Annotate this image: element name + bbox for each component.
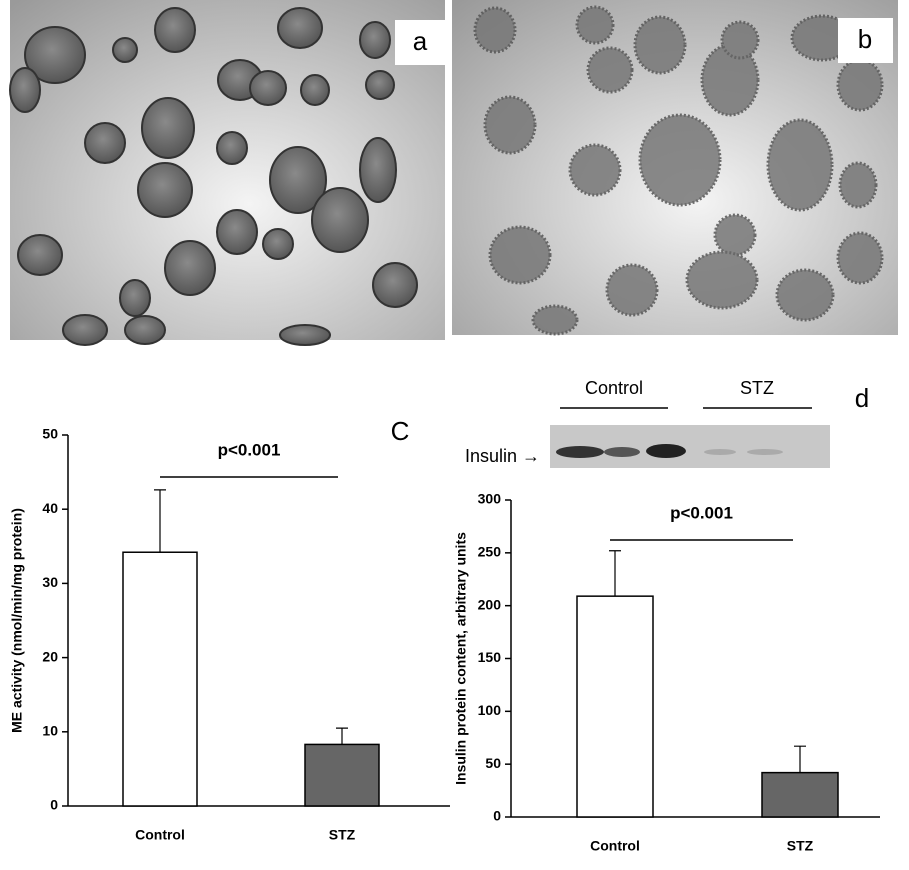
y-tick-label: 100 bbox=[478, 702, 502, 718]
error-bar bbox=[336, 727, 348, 745]
y-tick-label: 200 bbox=[478, 596, 502, 612]
error-bar bbox=[794, 745, 806, 773]
blot-label: Insulin → bbox=[465, 446, 540, 466]
panel-label: d bbox=[855, 383, 869, 413]
panel-label: b bbox=[858, 24, 872, 54]
y-tick-label: 300 bbox=[478, 491, 502, 507]
bar bbox=[761, 771, 839, 818]
bar bbox=[576, 595, 654, 818]
blot-group: Control bbox=[585, 378, 643, 398]
annotation: p<0.001 bbox=[218, 440, 281, 459]
y-tick-label: 10 bbox=[42, 723, 58, 739]
bar bbox=[122, 551, 198, 807]
y-tick-label: 250 bbox=[478, 544, 502, 560]
x-tick-label: STZ bbox=[329, 827, 356, 843]
y-tick-label: 20 bbox=[42, 648, 58, 664]
y-tick-label: 0 bbox=[50, 797, 58, 813]
y-axis-label: Insulin protein content, arbitrary units bbox=[453, 532, 469, 785]
x-tick-label: Control bbox=[135, 827, 185, 843]
error-bar bbox=[609, 550, 621, 597]
micrograph-b: b bbox=[452, 0, 898, 336]
y-tick-label: 0 bbox=[493, 808, 501, 824]
y-tick-label: 30 bbox=[42, 574, 58, 590]
y-tick-label: 40 bbox=[42, 500, 58, 516]
y-axis-label: ME activity (nmol/min/mg protein) bbox=[9, 508, 25, 733]
annotation: p<0.001 bbox=[670, 503, 733, 522]
x-tick-label: Control bbox=[590, 838, 640, 854]
bar bbox=[304, 743, 380, 807]
y-tick-label: 150 bbox=[478, 649, 502, 665]
micrograph-a: a bbox=[9, 0, 445, 346]
blot-group: STZ bbox=[740, 378, 774, 398]
western-blot: Control STZ Insulin → bbox=[465, 378, 830, 468]
y-tick-label: 50 bbox=[42, 426, 58, 442]
panel-label: C bbox=[391, 416, 410, 446]
y-tick-label: 50 bbox=[485, 755, 501, 771]
panel-label: a bbox=[413, 26, 428, 56]
x-tick-label: STZ bbox=[787, 838, 814, 854]
error-bar bbox=[154, 489, 166, 553]
